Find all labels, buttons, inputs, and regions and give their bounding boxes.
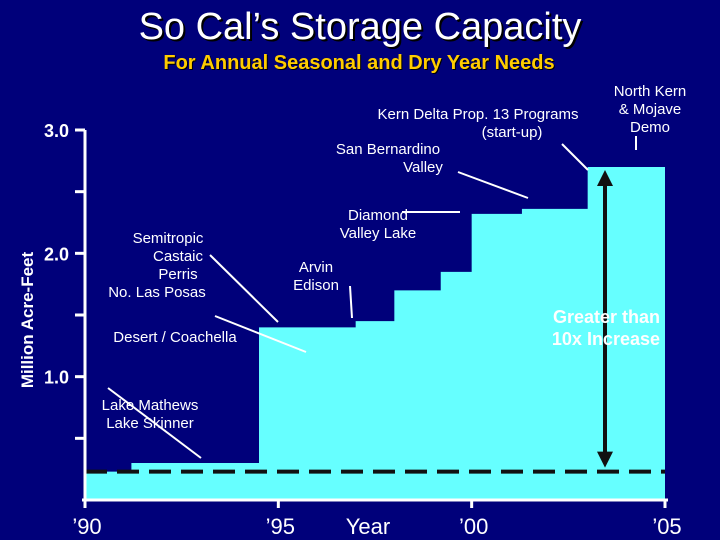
annotation-label: Diamond Valley Lake xyxy=(340,207,416,242)
annotation-pointer-line xyxy=(214,315,307,353)
annotation-pointer-line xyxy=(457,171,529,199)
y-tick-label: 1.0 xyxy=(44,368,69,388)
x-tick-label: ’05 xyxy=(652,514,681,539)
annotation-line: Lake Skinner xyxy=(106,415,194,432)
annotation-line: Arvin xyxy=(299,259,333,276)
capacity-area xyxy=(85,167,665,500)
x-axis-ticks: ’90 ’95 ’00 ’05 xyxy=(72,500,682,539)
x-axis-label: Year xyxy=(346,514,390,539)
annotation-line: Valley xyxy=(403,159,443,176)
annotation-line: San Bernardino xyxy=(336,141,440,158)
annotation-line: Demo xyxy=(630,119,670,136)
annotation-label: Lake Mathews Lake Skinner xyxy=(102,397,199,432)
annotation-label: Arvin Edison xyxy=(293,259,339,294)
x-tick-label: ’95 xyxy=(266,514,295,539)
arrow-head-down xyxy=(597,451,613,468)
annotation-line: Kern Delta Prop. 13 Programs xyxy=(378,106,579,123)
annotation-pointer-line xyxy=(349,285,353,319)
annotation-pointer-line xyxy=(107,387,202,459)
y-tick-label: 2.0 xyxy=(44,244,69,264)
annotation-line: North Kern xyxy=(614,83,687,100)
y-tick-label: 3.0 xyxy=(44,121,69,141)
arrow-head-up xyxy=(597,170,613,186)
annotation-label: San Bernardino Valley xyxy=(336,141,443,176)
x-tick-label: ’00 xyxy=(459,514,488,539)
annotation-line: Castaic xyxy=(153,248,204,265)
annotation-line: Semitropic xyxy=(133,230,204,247)
y-axis-ticks: 1.0 2.0 3.0 xyxy=(44,121,85,440)
annotation-line: Diamond xyxy=(348,207,408,224)
annotation-pointer-line xyxy=(209,254,279,323)
annotation-line: No. Las Posas xyxy=(108,284,206,301)
annotation-line: & Mojave xyxy=(619,101,682,118)
annotation-line: Perris xyxy=(158,266,197,283)
chart-title: So Cal’s Storage Capacity xyxy=(138,6,582,48)
x-tick-label: ’90 xyxy=(72,514,101,539)
annotation-label: Semitropic Castaic Perris No. Las Posas xyxy=(108,230,206,301)
annotations: Lake Mathews Lake Skinner Desert / Coachel… xyxy=(102,83,687,432)
annotation-label: Desert / Coachella xyxy=(113,329,237,346)
annotation-pointer-line xyxy=(561,143,589,171)
annotation-line: Valley Lake xyxy=(340,225,416,242)
annotation-line: Edison xyxy=(293,277,339,294)
y-axis-label: Million Acre-Feet xyxy=(18,252,37,389)
callout-line: Greater than xyxy=(553,307,660,327)
chart-subtitle: For Annual Seasonal and Dry Year Needs xyxy=(163,52,555,74)
annotation-label: Kern Delta Prop. 13 Programs (start-up) xyxy=(378,106,579,141)
annotation-line: (start-up) xyxy=(482,124,543,141)
increase-callout: Greater than 10x Increase xyxy=(552,307,660,349)
annotation-line: Lake Mathews xyxy=(102,397,199,414)
annotation-line: Desert / Coachella xyxy=(113,329,237,346)
annotation-pointers xyxy=(107,136,637,459)
callout-line: 10x Increase xyxy=(552,329,660,349)
annotation-label: North Kern & Mojave Demo xyxy=(614,83,687,136)
